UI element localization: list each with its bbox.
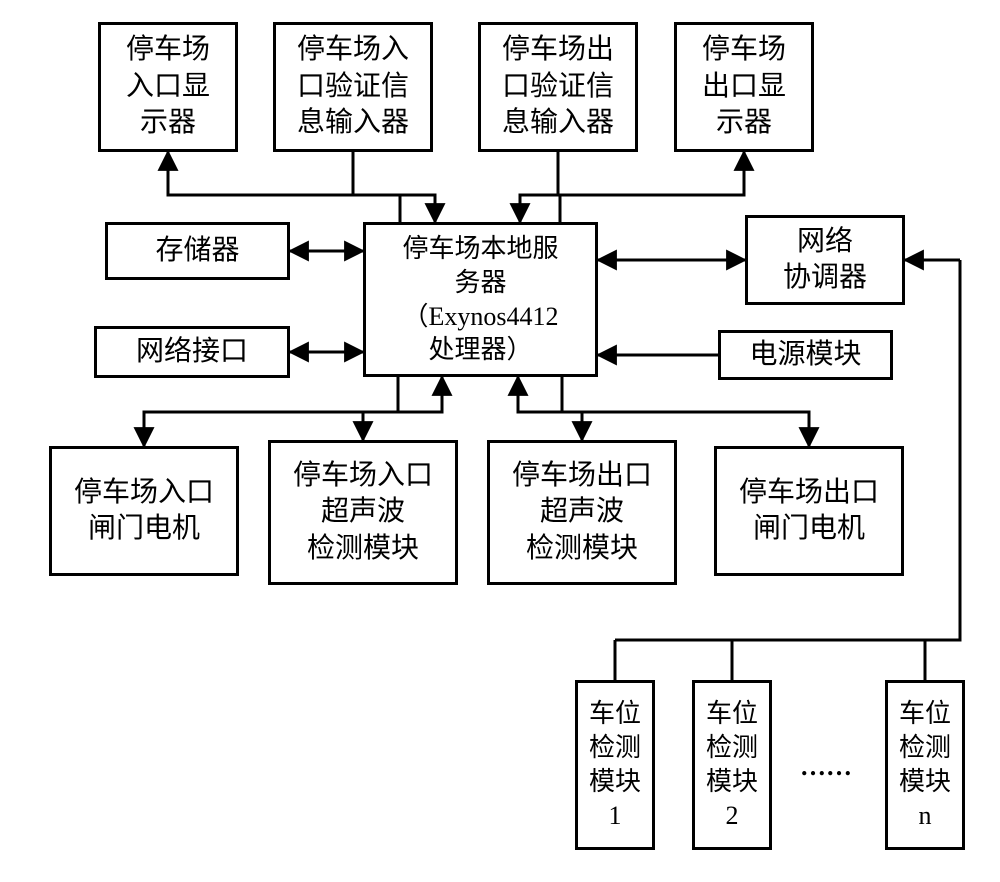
box-local-server: 停车场本地服务器（Exynos4412处理器） bbox=[363, 222, 598, 377]
box-exit-display: 停车场出口显示器 bbox=[674, 22, 814, 152]
diagram-canvas: 停车场入口显示器 停车场入口验证信息输入器 停车场出口验证信息输入器 停车场出口… bbox=[0, 0, 1000, 882]
box-exit-input: 停车场出口验证信息输入器 bbox=[478, 22, 638, 152]
box-entrance-gate-motor: 停车场入口闸门电机 bbox=[49, 446, 239, 576]
box-entrance-input: 停车场入口验证信息输入器 bbox=[273, 22, 433, 152]
box-entrance-ultrasonic: 停车场入口超声波检测模块 bbox=[268, 440, 458, 585]
box-network-coordinator: 网络协调器 bbox=[745, 215, 905, 305]
box-entrance-display: 停车场入口显示器 bbox=[98, 22, 238, 152]
box-exit-gate-motor: 停车场出口闸门电机 bbox=[714, 446, 904, 576]
box-storage: 存储器 bbox=[105, 222, 290, 280]
box-slot-module-1: 车位检测模块1 bbox=[575, 680, 655, 850]
box-exit-ultrasonic: 停车场出口超声波检测模块 bbox=[487, 440, 677, 585]
box-power-module: 电源模块 bbox=[718, 330, 893, 380]
box-network-interface: 网络接口 bbox=[94, 326, 290, 378]
box-slot-module-2: 车位检测模块2 bbox=[692, 680, 772, 850]
box-slot-module-n: 车位检测模块n bbox=[885, 680, 965, 850]
ellipsis: …… bbox=[800, 752, 852, 782]
